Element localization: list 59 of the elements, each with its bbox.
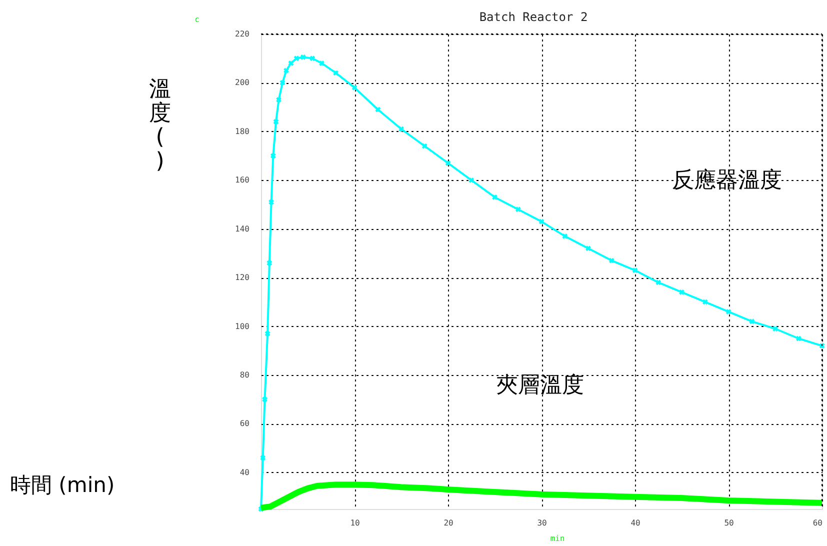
point	[819, 343, 825, 349]
point	[445, 160, 451, 166]
y-tick-label: 100	[235, 322, 250, 331]
point	[270, 153, 276, 159]
point	[422, 143, 428, 149]
point	[679, 289, 684, 295]
annotation: 反應器溫度	[672, 168, 782, 193]
chart-title: Batch Reactor 2	[479, 10, 588, 24]
point	[276, 97, 282, 102]
point	[294, 56, 300, 62]
x-tick-label: 50	[724, 518, 734, 528]
x-tick-label: 10	[350, 518, 360, 528]
point	[333, 70, 339, 76]
y-tick-label: 180	[235, 126, 250, 136]
point	[273, 118, 279, 124]
point	[398, 126, 404, 132]
point	[262, 396, 268, 402]
point	[300, 54, 306, 60]
point	[266, 260, 272, 266]
point	[264, 330, 270, 336]
x-axis-title: min	[550, 534, 565, 543]
y-tick-label: 80	[240, 370, 250, 380]
point	[375, 106, 381, 112]
point	[268, 199, 274, 205]
y-tick-label: 200	[235, 78, 250, 88]
point	[796, 336, 802, 342]
point	[284, 68, 289, 74]
point	[319, 60, 324, 66]
point	[632, 268, 638, 273]
point	[492, 194, 498, 200]
x-tick-label: 60	[812, 518, 823, 528]
point	[468, 177, 474, 183]
y-tick-label: 140	[235, 224, 250, 234]
x-tick-label: 30	[537, 518, 547, 528]
y-tick-label: 40	[240, 468, 250, 477]
point	[260, 455, 266, 461]
y-axis-title: c	[194, 15, 200, 24]
y-tick-label: 120	[235, 273, 250, 282]
point	[538, 218, 544, 224]
y-tick-label: 160	[235, 176, 250, 185]
point	[586, 246, 591, 252]
point	[726, 308, 732, 314]
point	[702, 299, 708, 305]
point	[749, 318, 755, 324]
y-tick-label: 60	[240, 419, 250, 428]
point	[310, 56, 316, 62]
point	[352, 84, 358, 90]
y-tick-label: 220	[235, 30, 250, 38]
point	[280, 80, 286, 86]
text: 溫度( )	[149, 77, 171, 174]
point	[515, 206, 521, 212]
x-tick-label: 40	[630, 518, 640, 528]
point	[608, 258, 614, 264]
point	[656, 280, 662, 286]
text: 時間 (min)	[10, 473, 115, 497]
point	[562, 233, 568, 239]
point	[288, 60, 294, 66]
x-tick-label: 20	[444, 518, 454, 528]
point	[772, 326, 778, 332]
